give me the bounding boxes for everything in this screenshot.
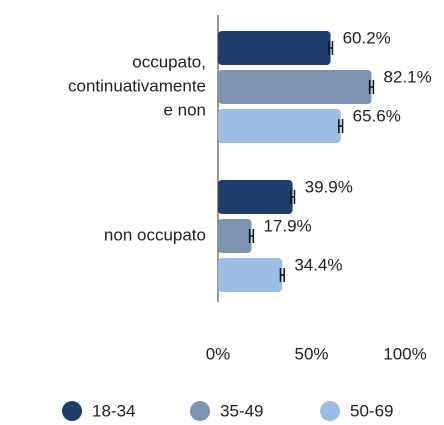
bar — [218, 219, 252, 253]
legend-label: 35-49 — [220, 401, 263, 420]
value-label: 34.4% — [294, 255, 342, 274]
legend-swatch — [190, 401, 210, 421]
x-tick-label: 100% — [383, 344, 426, 363]
error-bar — [289, 190, 296, 204]
category-label: continuativamente — [68, 76, 206, 95]
bar — [218, 70, 372, 104]
value-label: 17.9% — [263, 216, 311, 235]
x-tick-label: 50% — [294, 344, 328, 363]
error-bar — [338, 119, 344, 133]
category-label: occupato, — [132, 52, 206, 71]
error-bar — [368, 80, 375, 94]
value-label: 65.6% — [353, 106, 401, 125]
error-bar — [279, 268, 285, 282]
value-label: 39.9% — [305, 177, 353, 196]
bar — [218, 258, 283, 292]
bar — [218, 109, 341, 143]
bar — [218, 180, 293, 214]
x-tick-label: 0% — [206, 344, 231, 363]
legend-label: 18-34 — [92, 401, 135, 420]
bar — [218, 31, 331, 65]
category-label: e non — [163, 100, 206, 119]
error-bar — [327, 41, 334, 55]
legend-label: 50-69 — [350, 401, 393, 420]
error-bar — [248, 229, 255, 243]
legend-swatch — [62, 401, 82, 421]
value-label: 60.2% — [343, 28, 391, 47]
legend-swatch — [320, 401, 340, 421]
category-label: non occupato — [104, 225, 206, 244]
value-label: 82.1% — [384, 67, 432, 86]
